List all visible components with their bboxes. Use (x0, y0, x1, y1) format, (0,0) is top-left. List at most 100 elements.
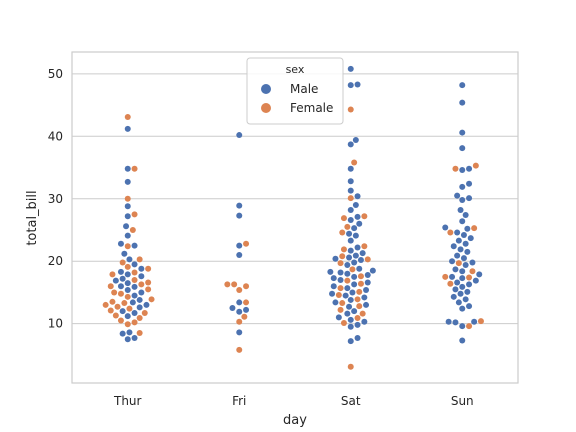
axes-frame (71, 51, 519, 384)
data-point (112, 312, 119, 319)
data-point (476, 271, 483, 278)
data-point (347, 323, 354, 330)
data-point (131, 165, 138, 172)
data-point (449, 258, 456, 265)
data-point (347, 178, 354, 185)
data-point (124, 113, 131, 120)
data-point (466, 323, 473, 330)
data-point (352, 252, 359, 259)
data-point (131, 292, 138, 299)
data-point (469, 268, 476, 275)
x-axis-label: day (283, 413, 307, 428)
data-point (344, 223, 351, 230)
data-point (138, 289, 145, 296)
data-point (136, 256, 143, 263)
y-tick-label: 30 (48, 192, 63, 206)
data-point (339, 300, 346, 307)
data-point (347, 247, 354, 254)
data-point (347, 195, 354, 202)
data-point (124, 232, 131, 239)
data-point (124, 165, 131, 172)
x-tick-label: Thur (113, 394, 142, 408)
data-point (236, 132, 243, 139)
data-point (346, 303, 353, 310)
data-point (445, 318, 452, 325)
data-point (347, 141, 354, 148)
data-point (344, 261, 351, 268)
data-point (369, 267, 376, 274)
data-point (450, 293, 457, 300)
data-point (129, 299, 136, 306)
data-point (131, 242, 138, 249)
data-point (363, 301, 370, 308)
data-point (131, 335, 138, 342)
data-points (102, 65, 484, 370)
data-point (442, 273, 449, 280)
data-point (454, 192, 461, 199)
data-point (337, 260, 344, 267)
data-point (231, 281, 238, 288)
data-point (449, 273, 456, 280)
data-point (450, 243, 457, 250)
data-point (351, 225, 358, 232)
data-point (121, 250, 128, 257)
legend-label-female: Female (290, 101, 333, 115)
x-tick-labels: Thur Fri Sat Sun (113, 394, 474, 408)
data-point (138, 265, 145, 272)
data-point (352, 137, 359, 144)
data-point (126, 256, 133, 263)
data-point (347, 106, 354, 113)
data-point (363, 286, 370, 293)
legend-marker-male (261, 84, 271, 94)
data-point (354, 81, 361, 88)
data-point (452, 165, 459, 172)
data-point (459, 197, 466, 204)
data-point (236, 318, 243, 325)
data-point (136, 304, 143, 311)
data-point (459, 305, 466, 312)
data-point (330, 275, 337, 282)
data-point (351, 159, 358, 166)
data-point (243, 299, 250, 306)
data-point (442, 224, 449, 231)
data-point (356, 265, 363, 272)
data-point (335, 291, 342, 298)
data-point (347, 296, 354, 303)
data-point (361, 243, 368, 250)
data-point (354, 296, 361, 303)
data-point (224, 281, 231, 288)
data-point (347, 216, 354, 223)
data-point (335, 314, 342, 321)
data-point (236, 251, 243, 258)
data-point (459, 183, 466, 190)
data-point (145, 279, 152, 286)
data-point (124, 125, 131, 132)
data-point (243, 283, 250, 290)
legend-label-male: Male (290, 82, 318, 96)
data-point (131, 319, 138, 326)
data-point (459, 129, 466, 136)
data-point (347, 165, 354, 172)
data-point (124, 271, 131, 278)
data-point (351, 273, 358, 280)
data-point (466, 195, 473, 202)
data-point (457, 207, 464, 214)
data-point (346, 254, 353, 261)
data-point (359, 310, 366, 317)
data-point (347, 363, 354, 370)
y-tick-labels: 10 20 30 40 50 (48, 67, 63, 331)
data-point (354, 193, 361, 200)
data-point (352, 202, 359, 209)
data-point (117, 290, 124, 297)
data-point (347, 187, 354, 194)
data-point (466, 165, 473, 172)
data-point (330, 283, 337, 290)
data-point (332, 255, 339, 262)
data-point (124, 280, 131, 287)
data-point (466, 303, 473, 310)
data-point (126, 305, 133, 312)
data-point (339, 229, 346, 236)
data-point (471, 318, 478, 325)
gridlines (72, 73, 518, 325)
